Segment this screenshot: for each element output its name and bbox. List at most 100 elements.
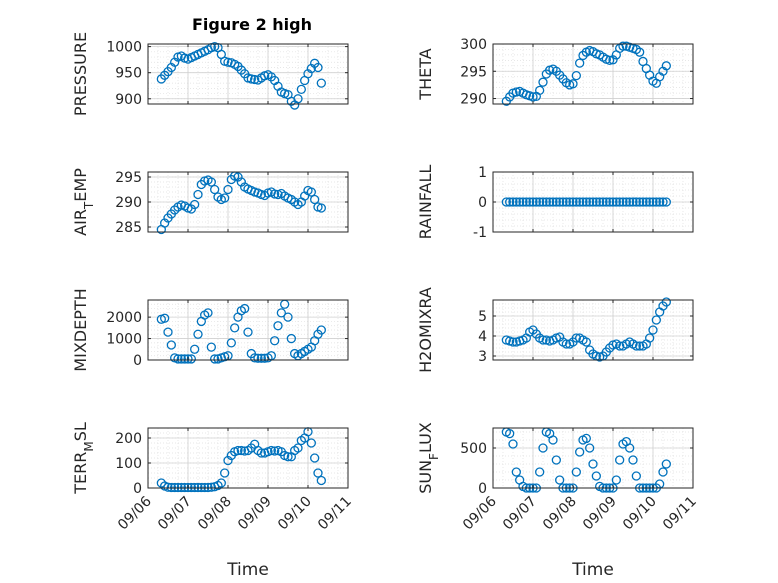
- x-tick-label: 09/08: [540, 494, 580, 534]
- data-point: [661, 297, 671, 307]
- data-point: [535, 467, 545, 477]
- data-point: [585, 197, 595, 207]
- series-markers: [156, 171, 326, 235]
- data-point: [575, 447, 585, 457]
- data-point: [276, 308, 286, 318]
- data-point: [618, 197, 628, 207]
- data-point: [575, 197, 585, 207]
- data-point: [545, 197, 555, 207]
- data-point: [270, 446, 280, 456]
- minor-grid: [492, 171, 694, 233]
- data-point: [250, 353, 260, 363]
- data-point: [283, 452, 293, 462]
- data-point: [220, 193, 230, 203]
- data-point: [253, 353, 263, 363]
- x-tick-label: 09/10: [620, 494, 660, 534]
- y-tick-label: 500: [460, 441, 487, 457]
- data-point: [635, 341, 645, 351]
- y-axis-label: MIXDEPTH: [71, 288, 90, 371]
- data-point: [535, 85, 545, 96]
- x-tick-label: 09/08: [195, 494, 235, 534]
- data-point: [608, 197, 618, 207]
- data-point: [270, 336, 280, 346]
- figure-title: Figure 2 high: [192, 15, 312, 34]
- data-point: [541, 197, 551, 207]
- data-point: [505, 428, 515, 439]
- data-point: [538, 77, 548, 87]
- data-point: [226, 338, 236, 348]
- data-point: [581, 197, 591, 207]
- data-point: [163, 482, 173, 492]
- data-point: [648, 197, 658, 207]
- data-point: [638, 197, 648, 207]
- data-point: [256, 353, 266, 363]
- y-tick-label: 285: [115, 220, 142, 236]
- data-point: [578, 197, 588, 207]
- data-point: [206, 342, 216, 352]
- data-point: [210, 184, 220, 195]
- data-point: [223, 57, 233, 67]
- y-tick-label: 0: [133, 353, 142, 369]
- data-point: [223, 184, 233, 195]
- data-point: [551, 455, 561, 465]
- y-tick-label: 0: [478, 481, 487, 497]
- data-point: [511, 197, 521, 207]
- data-point: [273, 321, 283, 331]
- panel-air-temp: 285 290 295 AIRTEMP: [71, 168, 349, 236]
- y-tick-label: 0: [478, 195, 487, 211]
- data-point: [648, 325, 658, 335]
- data-point: [286, 333, 296, 344]
- data-point: [568, 197, 578, 207]
- data-point: [203, 308, 213, 318]
- panel-sun-flux: 0 500 SUNFLUX 09/06 09/07 09/08 09/09 09/10 09/1…: [416, 422, 700, 580]
- y-tick-label: 290: [115, 195, 142, 211]
- data-point: [293, 443, 303, 453]
- data-point: [538, 443, 548, 453]
- y-tick-label: 290: [460, 92, 487, 108]
- data-point: [313, 62, 323, 73]
- x-axis-label: Time: [226, 560, 269, 580]
- data-point: [571, 197, 581, 207]
- data-point: [605, 197, 615, 207]
- data-point: [310, 453, 320, 463]
- data-point: [306, 438, 316, 448]
- y-tick-label: 950: [115, 66, 142, 82]
- x-tick-label: 09/11: [315, 494, 355, 534]
- data-point: [615, 197, 625, 207]
- data-point: [173, 354, 183, 364]
- data-point: [651, 315, 661, 325]
- data-point: [206, 177, 216, 187]
- data-point: [631, 471, 641, 481]
- data-point: [548, 197, 558, 207]
- data-point: [528, 197, 538, 207]
- data-point: [306, 187, 316, 197]
- series-markers: [156, 41, 326, 110]
- data-point: [555, 197, 565, 207]
- data-point: [588, 197, 598, 207]
- data-point: [571, 467, 581, 477]
- data-point: [568, 79, 578, 89]
- y-tick-label: 900: [115, 92, 142, 108]
- x-tick-label: 09/11: [660, 494, 700, 534]
- x-axis-label: Time: [571, 560, 614, 580]
- data-point: [631, 197, 641, 207]
- data-point: [505, 197, 515, 207]
- data-point: [618, 41, 628, 51]
- data-point: [635, 47, 645, 57]
- y-tick-label: 300: [460, 37, 487, 53]
- data-point: [641, 197, 651, 207]
- y-tick-label: -1: [473, 225, 487, 241]
- series-markers: [501, 197, 671, 207]
- data-point: [508, 439, 518, 449]
- data-point: [316, 475, 326, 486]
- data-point: [645, 197, 655, 207]
- data-point: [588, 459, 598, 469]
- data-point: [216, 478, 226, 488]
- x-tick-label: 09/10: [275, 494, 315, 534]
- data-point: [233, 445, 243, 456]
- data-point: [243, 327, 253, 337]
- data-point: [293, 94, 303, 104]
- data-point: [591, 197, 601, 207]
- y-tick-label: 4: [478, 329, 487, 345]
- data-point: [611, 475, 621, 485]
